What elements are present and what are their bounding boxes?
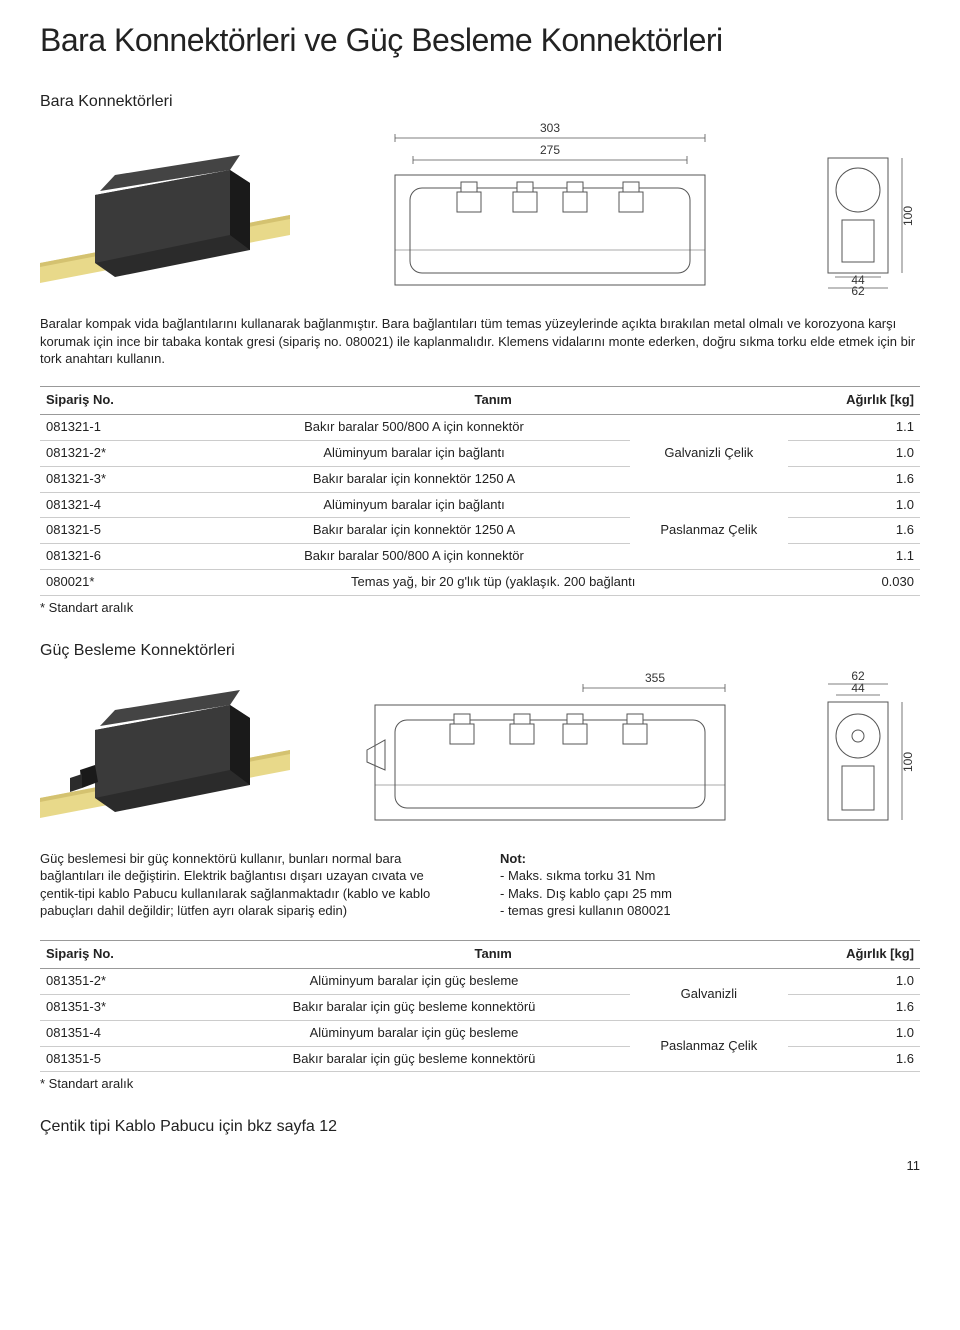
cell: Bakır baralar 500/800 A için konnektör — [198, 544, 629, 570]
section2-figures: 355 62 44 100 — [40, 670, 920, 830]
note-line: - Maks. sıkma torku 31 Nm — [500, 867, 920, 885]
material-cell: Paslanmaz Çelik — [630, 1020, 788, 1072]
feed-side-drawing: 62 44 100 — [810, 670, 920, 830]
table-row: 081321-5 Bakır baralar için konnektör 12… — [40, 518, 920, 544]
section1-heading: Bara Konnektörleri — [40, 92, 920, 113]
cell: Temas yağ, bir 20 g'lık tüp (yaklaşık. 2… — [198, 570, 788, 596]
table1-header-row: Sipariş No. Tanım Ağırlık [kg] — [40, 387, 920, 415]
th-weight: Ağırlık [kg] — [788, 941, 920, 969]
cell: 1.1 — [788, 544, 920, 570]
cell: 1.6 — [788, 518, 920, 544]
cell: 1.0 — [788, 968, 920, 994]
cell: 081351-2* — [40, 968, 198, 994]
cell: 081351-4 — [40, 1020, 198, 1046]
cell: Alüminyum baralar için bağlantı — [198, 440, 629, 466]
section2-text-cols: Güç beslemesi bir güç konnektörü kullanı… — [40, 850, 920, 920]
table-row: 081321-4 Alüminyum baralar için bağlantı… — [40, 492, 920, 518]
note-heading: Not: — [500, 851, 526, 866]
cross-reference: Çentik tipi Kablo Pabucu için bkz sayfa … — [40, 1117, 920, 1138]
feed-front-drawing: 355 — [365, 670, 735, 830]
cell: Alüminyum baralar için güç besleme — [198, 1020, 629, 1046]
cell: Bakır baralar için güç besleme konnektör… — [198, 994, 629, 1020]
th-desc: Tanım — [198, 387, 788, 415]
table2-footnote: * Standart aralık — [40, 1076, 920, 1093]
table-row: 081321-1 Bakır baralar 500/800 A için ko… — [40, 414, 920, 440]
table-row: 080021* Temas yağ, bir 20 g'lık tüp (yak… — [40, 570, 920, 596]
cell: Bakır baralar 500/800 A için konnektör — [198, 414, 629, 440]
cell: Alüminyum baralar için bağlantı — [198, 492, 629, 518]
cell: 081321-2* — [40, 440, 198, 466]
table2-header-row: Sipariş No. Tanım Ağırlık [kg] — [40, 941, 920, 969]
cell: 1.6 — [788, 994, 920, 1020]
note-line: - temas gresi kullanın 080021 — [500, 902, 920, 920]
table1: Sipariş No. Tanım Ağırlık [kg] 081321-1 … — [40, 386, 920, 596]
cell: 081321-4 — [40, 492, 198, 518]
material-cell: Galvanizli — [630, 968, 788, 1020]
page-number: 11 — [40, 1158, 920, 1175]
table2: Sipariş No. Tanım Ağırlık [kg] 081351-2*… — [40, 940, 920, 1072]
th-order: Sipariş No. — [40, 941, 198, 969]
connector-3d-render — [40, 135, 290, 295]
cell: 1.0 — [788, 440, 920, 466]
table-row: 081321-2* Alüminyum baralar için bağlant… — [40, 440, 920, 466]
th-desc: Tanım — [198, 941, 788, 969]
dim-355: 355 — [645, 671, 665, 685]
cell: 081351-3* — [40, 994, 198, 1020]
cell: Bakır baralar için konnektör 1250 A — [198, 466, 629, 492]
table-row: 081321-3* Bakır baralar için konnektör 1… — [40, 466, 920, 492]
table-row: 081351-5 Bakır baralar için güç besleme … — [40, 1046, 920, 1072]
feed-3d-render — [40, 670, 290, 830]
cell: 081321-5 — [40, 518, 198, 544]
section1-paragraph: Baralar kompak vida bağlantılarını kulla… — [40, 315, 920, 368]
section2-heading: Güç Besleme Konnektörleri — [40, 641, 920, 662]
cell: Bakır baralar için güç besleme konnektör… — [198, 1046, 629, 1072]
dim-303: 303 — [540, 121, 560, 135]
cell: Alüminyum baralar için güç besleme — [198, 968, 629, 994]
dim-100b: 100 — [901, 752, 915, 772]
cell: 081351-5 — [40, 1046, 198, 1072]
cell: 080021* — [40, 570, 198, 596]
section2-left-para: Güç beslemesi bir güç konnektörü kullanı… — [40, 850, 460, 920]
cell: 081321-3* — [40, 466, 198, 492]
cell: 081321-6 — [40, 544, 198, 570]
section1-figures: 303 275 100 — [40, 120, 920, 295]
table-row: 081351-2* Alüminyum baralar için güç bes… — [40, 968, 920, 994]
cell: 0.030 — [788, 570, 920, 596]
dim-62a: 62 — [851, 284, 865, 295]
page-title: Bara Konnektörleri ve Güç Besleme Konnek… — [40, 20, 920, 62]
th-order: Sipariş No. — [40, 387, 198, 415]
cell: 1.6 — [788, 1046, 920, 1072]
cell: 1.1 — [788, 414, 920, 440]
cell: 081321-1 — [40, 414, 198, 440]
dim-100: 100 — [901, 206, 915, 226]
table-row: 081351-4 Alüminyum baralar için güç besl… — [40, 1020, 920, 1046]
cell: 1.0 — [788, 1020, 920, 1046]
table-row: 081351-3* Bakır baralar için güç besleme… — [40, 994, 920, 1020]
cell: Bakır baralar için konnektör 1250 A — [198, 518, 629, 544]
dim-275: 275 — [540, 143, 560, 157]
material-cell: Galvanizli Çelik — [630, 414, 788, 492]
cell: 1.6 — [788, 466, 920, 492]
cell: 1.0 — [788, 492, 920, 518]
table1-footnote: * Standart aralık — [40, 600, 920, 617]
connector-front-drawing: 303 275 — [385, 120, 715, 295]
connector-side-drawing: 100 44 62 — [810, 120, 920, 295]
material-cell: Paslanmaz Çelik — [630, 492, 788, 570]
th-weight: Ağırlık [kg] — [788, 387, 920, 415]
dim-44b: 44 — [851, 681, 865, 695]
table-row: 081321-6 Bakır baralar 500/800 A için ko… — [40, 544, 920, 570]
note-line: - Maks. Dış kablo çapı 25 mm — [500, 885, 920, 903]
